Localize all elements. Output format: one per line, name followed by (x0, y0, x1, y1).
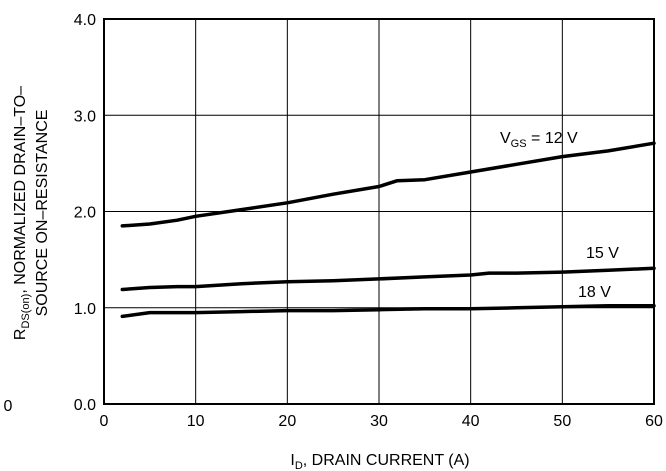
x-axis-label-main: I (290, 452, 294, 469)
x-tick-label: 50 (553, 413, 571, 430)
y-axis-label-main: R (12, 329, 29, 341)
y-axis-label-sub: DS(on) (20, 294, 32, 329)
series-label-15v: 15 V (586, 245, 619, 262)
x-tick-label: 30 (370, 413, 388, 430)
y-tick-label: 1.0 (74, 301, 96, 318)
grid (104, 19, 654, 404)
x-tick-label: 10 (187, 413, 205, 430)
y-tick-label: 0.0 (74, 397, 96, 414)
tick-labels: 0 10 20 30 40 50 60 0.0 1.0 2.0 3.0 4.0 (74, 12, 663, 430)
series-line-0 (120, 141, 656, 228)
series-group (120, 141, 656, 319)
x-axis-label-rest: , DRAIN CURRENT (A) (303, 452, 470, 469)
series-labels: VGS = 12 V 15 V 18 V (500, 130, 619, 301)
y-axis-label-line2: SOURCE ON–RESISTANCE (34, 110, 51, 317)
series-label-vgs-12v-sub: GS (511, 138, 527, 150)
x-tick-label: 20 (278, 413, 296, 430)
x-tick-label: 40 (462, 413, 480, 430)
series-label-vgs-12v-main: V (500, 130, 511, 147)
series-line-2 (120, 304, 656, 319)
y-tick-label: 2.0 (74, 205, 96, 222)
x-axis-label: ID, DRAIN CURRENT (A) (290, 452, 469, 471)
x-axis-label-sub: D (295, 460, 303, 471)
x-tick-label: 0 (100, 413, 109, 430)
plot-frame (103, 18, 655, 405)
stray-tick-label: 0 (4, 398, 13, 415)
series-label-vgs-12v: VGS = 12 V (500, 130, 578, 150)
y-axis-label-rest: , NORMALIZED DRAIN–TO– (12, 86, 29, 294)
y-tick-label: 4.0 (74, 12, 96, 29)
series-label-18v: 18 V (578, 284, 611, 301)
series-label-vgs-12v-rest: = 12 V (527, 130, 578, 147)
y-axis-label-line1: RDS(on), NORMALIZED DRAIN–TO– (12, 86, 32, 340)
x-tick-label: 60 (645, 413, 663, 430)
series-line-1 (120, 266, 656, 292)
y-tick-label: 3.0 (74, 108, 96, 125)
